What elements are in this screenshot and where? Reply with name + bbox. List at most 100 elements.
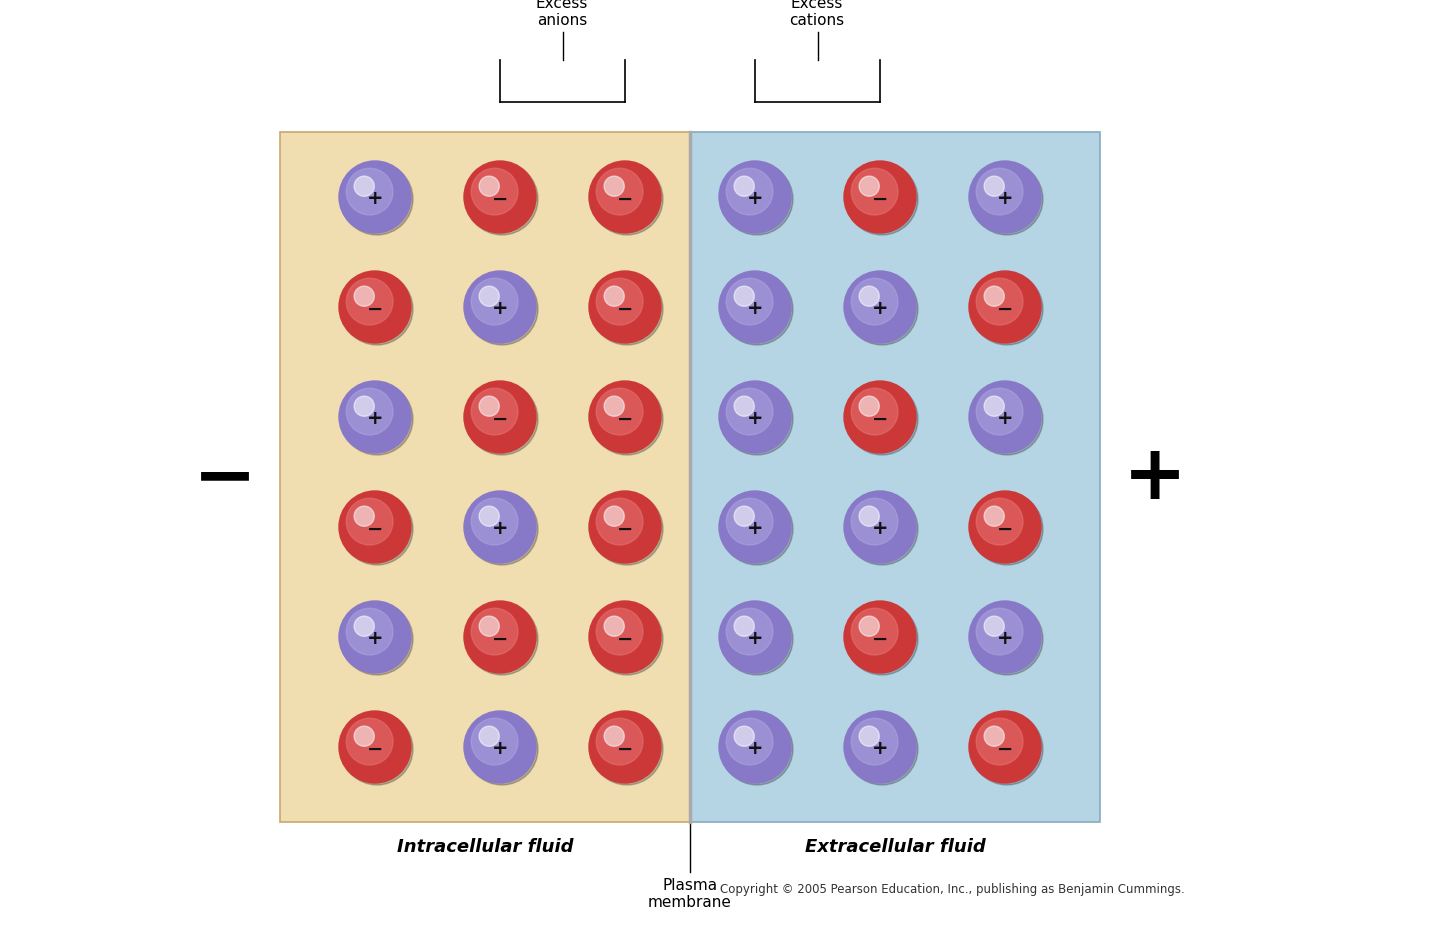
Circle shape [471,279,518,326]
Circle shape [721,274,793,346]
Circle shape [719,162,791,234]
Circle shape [851,279,899,326]
Circle shape [969,711,1041,783]
Circle shape [847,713,919,785]
Circle shape [976,499,1022,545]
Circle shape [984,177,1004,197]
Text: +: + [996,189,1014,208]
Text: Excess
anions: Excess anions [536,0,588,28]
Circle shape [984,506,1004,526]
Text: −: − [616,189,634,208]
Text: +: + [747,519,763,538]
Circle shape [984,287,1004,307]
Text: −: − [616,739,634,758]
Circle shape [605,726,625,746]
Circle shape [354,506,374,526]
Circle shape [338,382,410,453]
Circle shape [596,279,644,326]
Circle shape [847,274,919,346]
Circle shape [860,287,880,307]
Text: Intracellular fluid: Intracellular fluid [397,837,573,855]
Circle shape [719,602,791,673]
Circle shape [480,287,500,307]
Circle shape [464,711,536,783]
Circle shape [480,177,500,197]
Circle shape [984,726,1004,746]
Circle shape [969,162,1041,234]
Text: +: + [367,189,383,208]
Circle shape [847,493,919,565]
Circle shape [354,617,374,637]
Circle shape [346,499,393,545]
Text: +: + [367,409,383,428]
Circle shape [734,617,755,637]
Circle shape [721,384,793,455]
Circle shape [596,719,644,765]
Circle shape [346,719,393,765]
Circle shape [341,713,413,785]
Circle shape [971,384,1043,455]
Circle shape [471,719,518,765]
Circle shape [860,726,880,746]
Circle shape [847,604,919,675]
Circle shape [346,279,393,326]
Circle shape [844,711,916,783]
Text: −: − [367,519,383,538]
Text: −: − [996,299,1014,318]
Circle shape [467,384,539,455]
Circle shape [851,388,899,436]
Circle shape [721,493,793,565]
Circle shape [726,608,773,655]
Text: −: − [193,441,256,514]
Circle shape [734,177,755,197]
Circle shape [596,388,644,436]
Circle shape [719,711,791,783]
Circle shape [726,499,773,545]
Circle shape [590,164,662,236]
Circle shape [589,491,661,564]
Circle shape [719,382,791,453]
Circle shape [467,164,539,236]
Circle shape [969,491,1041,564]
Circle shape [844,162,916,234]
Text: Copyright © 2005 Pearson Education, Inc., publishing as Benjamin Cummings.: Copyright © 2005 Pearson Education, Inc.… [720,882,1185,895]
Circle shape [721,164,793,236]
Circle shape [346,608,393,655]
Circle shape [734,506,755,526]
Circle shape [338,711,410,783]
Circle shape [844,602,916,673]
Circle shape [464,382,536,453]
Circle shape [589,602,661,673]
Circle shape [851,169,899,216]
Circle shape [860,397,880,417]
FancyBboxPatch shape [279,133,690,823]
Text: −: − [871,189,888,208]
Circle shape [734,726,755,746]
Circle shape [726,169,773,216]
Circle shape [721,713,793,785]
Circle shape [341,274,413,346]
Text: +: + [871,739,888,758]
Circle shape [726,388,773,436]
Circle shape [464,271,536,344]
Circle shape [471,499,518,545]
Circle shape [480,726,500,746]
Text: Plasma
membrane: Plasma membrane [648,877,732,909]
Circle shape [971,274,1043,346]
Circle shape [480,506,500,526]
Text: +: + [996,409,1014,428]
Circle shape [338,491,410,564]
Text: +: + [491,519,508,538]
Text: −: − [996,739,1014,758]
Circle shape [860,617,880,637]
Text: +: + [1123,441,1187,514]
Circle shape [851,719,899,765]
Circle shape [589,382,661,453]
Circle shape [721,604,793,675]
Circle shape [984,617,1004,637]
Circle shape [844,271,916,344]
Text: −: − [492,629,508,647]
Circle shape [726,719,773,765]
Circle shape [341,493,413,565]
Circle shape [480,397,500,417]
